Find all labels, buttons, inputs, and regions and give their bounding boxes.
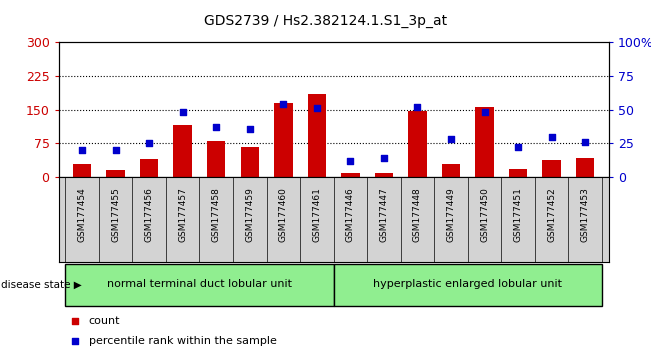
Point — [546, 134, 557, 139]
Text: GSM177460: GSM177460 — [279, 187, 288, 242]
Bar — [65, 264, 334, 306]
Text: GSM177456: GSM177456 — [145, 187, 154, 242]
Text: GSM177453: GSM177453 — [581, 187, 590, 242]
Bar — [241, 147, 259, 177]
Point — [70, 338, 80, 344]
Text: GSM177449: GSM177449 — [447, 187, 456, 242]
Text: hyperplastic enlarged lobular unit: hyperplastic enlarged lobular unit — [373, 279, 562, 289]
Point — [245, 126, 255, 131]
Bar — [173, 125, 192, 177]
Bar — [576, 158, 594, 177]
Bar — [274, 103, 292, 177]
Text: GSM177461: GSM177461 — [312, 187, 322, 242]
Text: GSM177450: GSM177450 — [480, 187, 489, 242]
Point — [111, 147, 121, 153]
Bar — [375, 173, 393, 177]
Text: GSM177454: GSM177454 — [77, 187, 87, 242]
Text: normal terminal duct lobular unit: normal terminal duct lobular unit — [107, 279, 292, 289]
Bar — [408, 111, 426, 177]
Text: count: count — [89, 316, 120, 326]
Bar — [509, 169, 527, 177]
Bar — [475, 108, 494, 177]
Text: GSM177451: GSM177451 — [514, 187, 523, 242]
Point — [412, 104, 422, 110]
Text: GSM177458: GSM177458 — [212, 187, 221, 242]
Bar — [442, 165, 460, 177]
Point — [312, 105, 322, 111]
Text: GSM177452: GSM177452 — [547, 187, 556, 242]
Text: GDS2739 / Hs2.382124.1.S1_3p_at: GDS2739 / Hs2.382124.1.S1_3p_at — [204, 14, 447, 28]
Text: GSM177459: GSM177459 — [245, 187, 255, 242]
Point — [345, 158, 355, 164]
Point — [211, 124, 221, 130]
Bar — [341, 172, 359, 177]
Bar — [542, 160, 561, 177]
Point — [446, 137, 456, 142]
Point — [144, 141, 154, 146]
Text: GSM177447: GSM177447 — [380, 187, 389, 242]
Text: disease state ▶: disease state ▶ — [1, 280, 81, 290]
Point — [178, 110, 188, 115]
Point — [479, 110, 490, 115]
Point — [580, 139, 590, 145]
Point — [513, 144, 523, 150]
Bar — [106, 170, 125, 177]
Point — [278, 102, 288, 107]
Bar — [207, 141, 225, 177]
Text: GSM177457: GSM177457 — [178, 187, 187, 242]
Bar — [73, 164, 91, 177]
Bar — [334, 264, 602, 306]
Bar — [308, 94, 326, 177]
Text: GSM177446: GSM177446 — [346, 187, 355, 242]
Text: GSM177455: GSM177455 — [111, 187, 120, 242]
Bar — [140, 159, 158, 177]
Text: GSM177448: GSM177448 — [413, 187, 422, 242]
Text: percentile rank within the sample: percentile rank within the sample — [89, 336, 277, 346]
Point — [77, 147, 87, 153]
Point — [70, 318, 80, 324]
Point — [379, 155, 389, 161]
